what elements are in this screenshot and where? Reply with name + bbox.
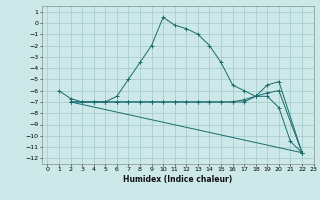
X-axis label: Humidex (Indice chaleur): Humidex (Indice chaleur) (123, 175, 232, 184)
